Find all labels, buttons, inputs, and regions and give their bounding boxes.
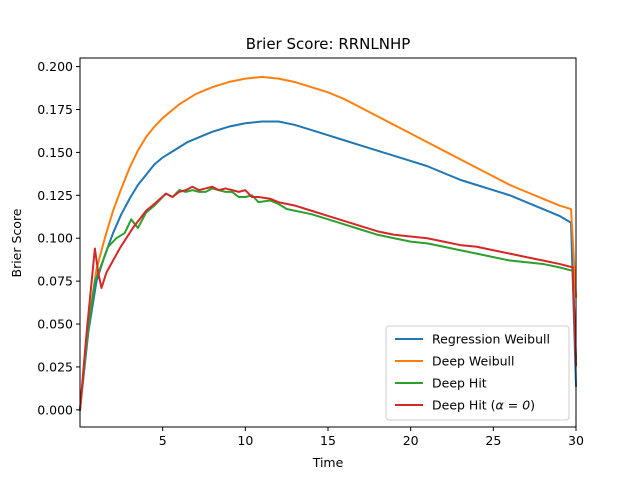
y-tick-label: 0.150 [37,145,73,160]
y-tick-label: 0.175 [37,102,73,117]
series-line-2 [78,75,578,411]
y-tick-label: 0.100 [37,231,73,246]
y-tick-label: 0.000 [37,402,73,417]
y-tick-label: 0.200 [37,59,73,74]
legend-label-2: Deep Weibull [432,354,515,369]
series-line-4 [78,185,578,411]
y-tick-label: 0.025 [37,359,73,374]
axes: 5 10 15 20 25 30 0.000 0.025 0.050 0.075 0.100 0.12… [37,57,584,448]
chart-title: Brier Score: RRNLNHP [246,35,411,53]
x-tick-label: 10 [237,433,253,448]
x-axis-label: Time [312,455,344,470]
legend-label-1: Regression Weibull [432,332,550,347]
x-tick-label: 20 [403,433,419,448]
x-tick-label: 5 [159,433,167,448]
y-tick-label: 0.075 [37,274,73,289]
legend: Regression Weibull Deep Weibull Deep Hit De… [385,325,570,421]
series-line-3 [78,187,578,411]
x-tick-label: 15 [320,433,336,448]
y-axis-label: Brier Score [9,208,24,277]
x-tick-label: 25 [485,433,501,448]
legend-label-4: Deep Hit (α = 0) [432,398,535,413]
legend-box [385,325,570,421]
plot-area [78,75,578,411]
y-tick-label: 0.125 [37,188,73,203]
legend-label-3: Deep Hit [432,376,487,391]
x-tick-label: 30 [568,433,584,448]
y-tick-label: 0.050 [37,317,73,332]
series-line-1 [78,120,578,411]
